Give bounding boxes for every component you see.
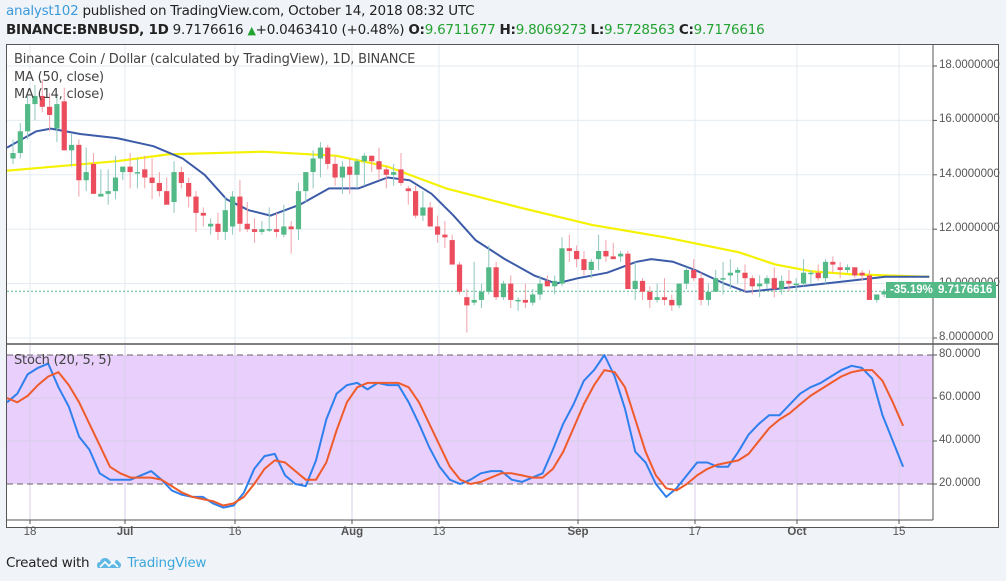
- stoch-tick-label: 60.0000: [939, 391, 981, 403]
- tradingview-link[interactable]: TradingView: [97, 555, 206, 571]
- last-price-tag: 9.7176616: [934, 282, 997, 298]
- chart-title-legend: Binance Coin / Dollar (calculated by Tra…: [14, 52, 416, 67]
- time-tick-label: Sep: [567, 526, 589, 538]
- low-label: L:: [590, 22, 605, 38]
- price-tick-label: 16.0000000: [939, 113, 1000, 126]
- stoch-tick-label: 20.0000: [939, 477, 981, 489]
- low-value: 9.5728563: [604, 22, 675, 38]
- up-arrow-icon: ▲: [247, 24, 256, 37]
- time-tick-label: Jul: [116, 526, 134, 538]
- price-tick-label: 12.0000000: [939, 222, 1000, 235]
- time-tick-label: 13: [432, 526, 446, 538]
- price-tick-label: 18.0000000: [939, 59, 1000, 71]
- close-label: C:: [678, 22, 694, 38]
- footer: Created with TradingView: [6, 555, 206, 571]
- last-price: 9.7176616: [172, 22, 244, 38]
- time-tick-label: Aug: [340, 526, 364, 538]
- symbol-info-bar: BINANCE:BNBUSD, 1D 9.7176616 ▲+0.0463410…: [6, 22, 765, 38]
- change-pct-tag: -35.19%: [886, 282, 937, 298]
- tradingview-brand: TradingView: [127, 555, 207, 571]
- price-tick-label: 8.0000000: [939, 331, 994, 343]
- published-text: published on TradingView.com, October 14…: [78, 3, 475, 19]
- ma14-legend[interactable]: MA (14, close): [14, 87, 104, 102]
- time-tick-label: 16: [228, 526, 242, 538]
- author-link[interactable]: analyst102: [6, 3, 79, 19]
- ma50-legend[interactable]: MA (50, close): [14, 70, 104, 85]
- open-label: O:: [408, 22, 425, 38]
- stoch-tick-label: 80.0000: [939, 348, 981, 360]
- time-tick-label: Oct: [787, 526, 807, 538]
- price-change: +0.0463410 (+0.48%): [255, 22, 405, 38]
- open-value: 9.6711677: [424, 22, 496, 38]
- tradingview-cloud-icon: [97, 558, 122, 568]
- close-value: 9.7176616: [693, 22, 765, 38]
- stoch-tick-label: 40.0000: [939, 434, 981, 446]
- stoch-legend[interactable]: Stoch (20, 5, 5): [14, 353, 112, 368]
- high-label: H:: [499, 22, 516, 38]
- time-tick-label: 18: [23, 526, 37, 538]
- price-tick-label: 14.0000000: [939, 167, 1000, 180]
- time-tick-label: 15: [892, 526, 906, 538]
- symbol-label: BINANCE:BNBUSD, 1D: [6, 22, 169, 38]
- publish-info: analyst102 published on TradingView.com,…: [6, 3, 475, 19]
- time-tick-label: 17: [688, 526, 702, 538]
- high-value: 9.8069273: [515, 22, 587, 38]
- created-with-label: Created with: [6, 555, 90, 571]
